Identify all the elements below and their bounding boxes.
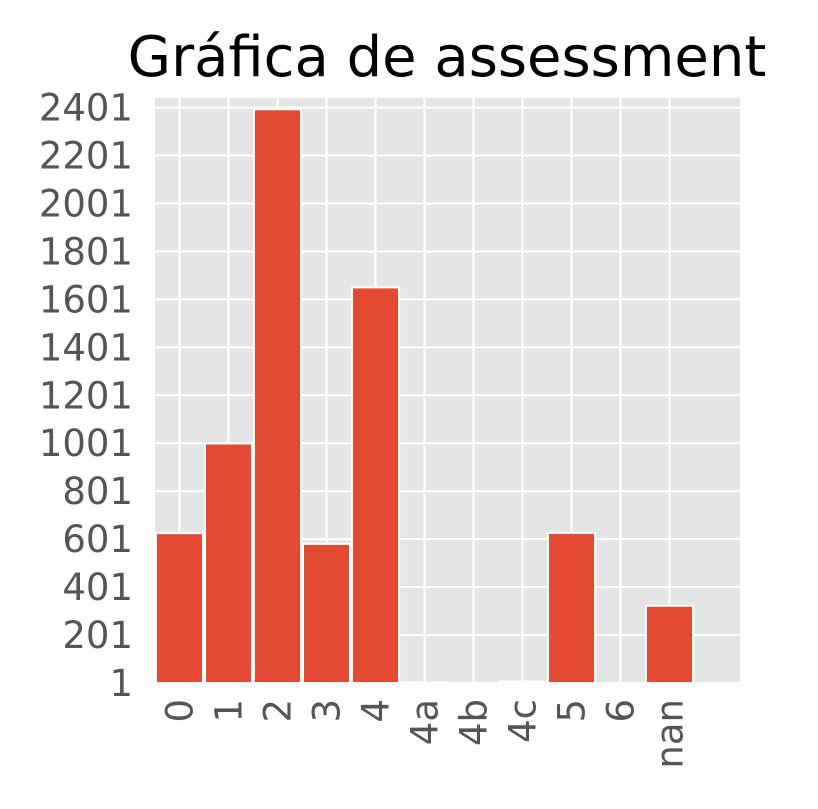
y-tick-label: 1601: [39, 278, 133, 321]
y-tick-label: 401: [62, 566, 133, 609]
x-tick-label: 4b: [453, 699, 496, 746]
bar-4: [351, 286, 401, 684]
chart-title: Gráfica de assessment: [128, 25, 767, 90]
y-tick-label: 2401: [39, 87, 133, 130]
bar-1: [204, 442, 254, 684]
x-tick-label: nan: [649, 699, 692, 769]
x-tick-label: 1: [208, 699, 251, 723]
y-tick-label: 1: [109, 662, 133, 705]
bars: [155, 108, 695, 685]
x-tick-labels: 0 1 2 3 4 4a 4b 4c 5 6 nan: [159, 699, 692, 769]
x-tick-label: 4a: [404, 699, 447, 745]
x-tick-label: 4c: [502, 699, 545, 743]
y-tick-label: 2201: [39, 135, 133, 178]
y-tick-label: 1801: [39, 230, 133, 273]
y-tick-labels: 1201401601801100112011401160118012001220…: [39, 87, 133, 705]
bar-2: [253, 108, 303, 685]
y-tick-label: 601: [62, 518, 133, 561]
bar-0: [155, 532, 205, 684]
x-tick-label: 5: [551, 699, 594, 723]
bar-3: [302, 542, 352, 684]
y-tick-label: 801: [62, 470, 133, 513]
x-tick-label: 0: [159, 699, 202, 723]
y-tick-label: 2001: [39, 182, 133, 225]
y-tick-label: 1201: [39, 374, 133, 417]
x-tick-label: 4: [355, 699, 398, 723]
y-tick-label: 201: [62, 614, 133, 657]
bar-4c: [498, 680, 548, 684]
x-tick-label: 3: [306, 699, 349, 723]
y-tick-label: 1401: [39, 326, 133, 369]
y-tick-label: 1001: [39, 422, 133, 465]
x-tick-label: 6: [600, 699, 643, 723]
x-tick-label: 2: [257, 699, 300, 723]
bar-nan: [645, 604, 695, 685]
bar-5: [547, 531, 597, 684]
